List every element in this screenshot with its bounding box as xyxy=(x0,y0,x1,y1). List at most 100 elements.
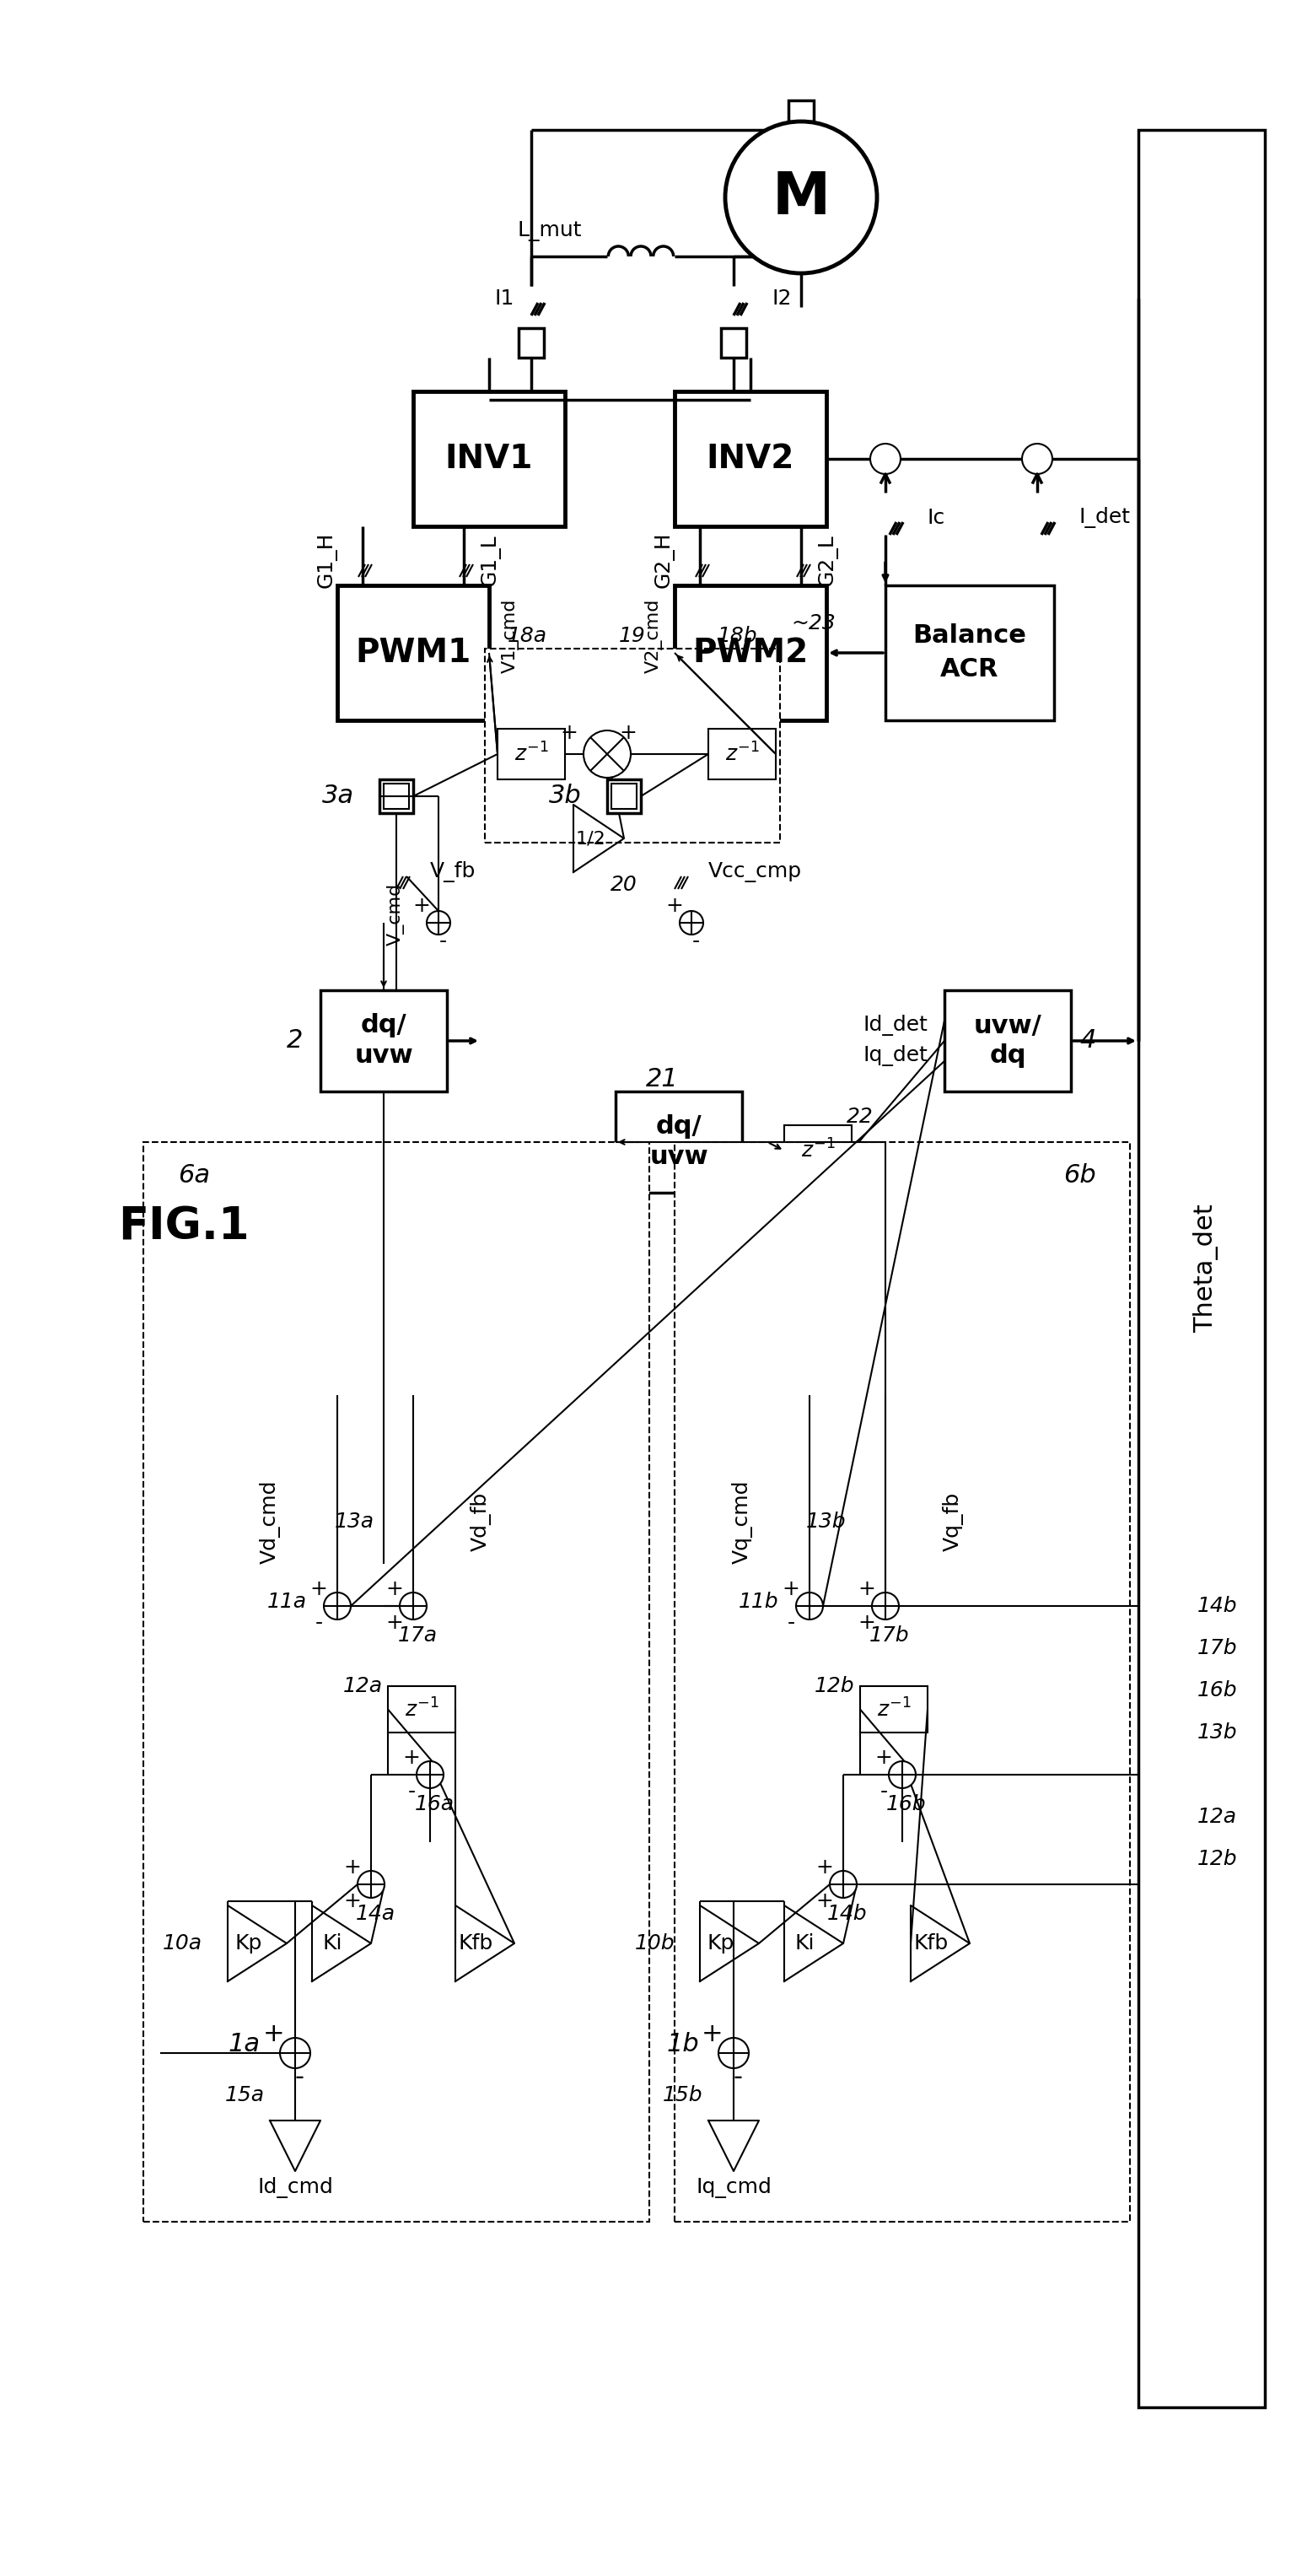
Text: Id_det: Id_det xyxy=(862,1015,927,1036)
Text: dq: dq xyxy=(989,1043,1026,1069)
Text: 1/2: 1/2 xyxy=(576,829,605,848)
Bar xyxy=(720,327,746,358)
Text: $z^{-1}$: $z^{-1}$ xyxy=(514,742,549,765)
Text: 1b: 1b xyxy=(666,2032,700,2056)
Text: Kp: Kp xyxy=(707,1932,735,1953)
Text: Balance: Balance xyxy=(913,623,1026,649)
Text: -: - xyxy=(408,1783,416,1801)
Text: +: + xyxy=(666,896,683,917)
Text: +: + xyxy=(782,1579,799,1600)
Text: 12b: 12b xyxy=(1197,1850,1238,1870)
Circle shape xyxy=(718,2038,749,2069)
Text: Vq_fb: Vq_fb xyxy=(942,1492,963,1551)
Bar xyxy=(709,729,776,781)
Text: V_cmd: V_cmd xyxy=(387,884,405,945)
Text: Vd_fb: Vd_fb xyxy=(470,1492,491,1551)
Text: +: + xyxy=(816,1857,834,1878)
Circle shape xyxy=(400,1592,427,1620)
Bar xyxy=(1139,129,1265,2409)
Bar xyxy=(485,649,780,842)
Circle shape xyxy=(679,912,704,935)
Bar xyxy=(337,585,489,721)
Text: 2: 2 xyxy=(287,1028,303,1054)
Text: +: + xyxy=(343,1891,361,1911)
Bar xyxy=(784,1126,852,1175)
Bar xyxy=(945,989,1072,1092)
Bar xyxy=(413,392,565,526)
Text: Iq_cmd: Iq_cmd xyxy=(696,2177,772,2197)
Text: 18b: 18b xyxy=(718,626,758,647)
Circle shape xyxy=(830,1870,857,1899)
Bar xyxy=(886,585,1053,721)
Text: Iq_det: Iq_det xyxy=(862,1046,927,1066)
Text: 20: 20 xyxy=(611,876,638,894)
Text: +: + xyxy=(413,896,430,917)
Bar xyxy=(789,100,813,121)
Text: ACR: ACR xyxy=(940,657,999,683)
Text: FIG.1: FIG.1 xyxy=(117,1206,249,1249)
Circle shape xyxy=(797,1592,822,1620)
Text: 10b: 10b xyxy=(634,1932,675,1953)
Text: 12a: 12a xyxy=(342,1677,382,1695)
Text: 19: 19 xyxy=(620,626,646,647)
Text: dq/: dq/ xyxy=(360,1012,407,1038)
Circle shape xyxy=(280,2038,310,2069)
Text: uvw/: uvw/ xyxy=(973,1012,1042,1038)
Text: PWM1: PWM1 xyxy=(355,636,471,670)
Text: Kp: Kp xyxy=(235,1932,262,1953)
Text: G1_L: G1_L xyxy=(480,533,501,587)
Text: 12b: 12b xyxy=(815,1677,855,1695)
Text: 16b: 16b xyxy=(887,1793,927,1814)
Text: 15a: 15a xyxy=(225,2084,265,2105)
Bar xyxy=(860,1687,927,1734)
Circle shape xyxy=(358,1870,385,1899)
Circle shape xyxy=(417,1762,444,1788)
Text: ~23: ~23 xyxy=(791,613,837,634)
Text: INV1: INV1 xyxy=(445,443,533,474)
Text: Vq_cmd: Vq_cmd xyxy=(732,1479,753,1564)
Bar xyxy=(612,783,636,809)
Text: 11b: 11b xyxy=(738,1592,778,1613)
Bar xyxy=(387,1687,456,1734)
Text: G2_L: G2_L xyxy=(818,533,838,587)
Text: 21: 21 xyxy=(646,1066,678,1092)
Text: uvw: uvw xyxy=(354,1043,413,1069)
Text: 12a: 12a xyxy=(1197,1806,1237,1826)
Text: -: - xyxy=(692,930,700,951)
Bar xyxy=(383,783,409,809)
Bar xyxy=(675,1141,1130,2221)
Text: +: + xyxy=(702,2022,723,2048)
Text: 16a: 16a xyxy=(414,1793,454,1814)
Circle shape xyxy=(427,912,451,935)
Text: 10a: 10a xyxy=(163,1932,203,1953)
Text: -: - xyxy=(294,2063,303,2089)
Text: +: + xyxy=(620,724,636,742)
Text: +: + xyxy=(875,1747,892,1767)
Text: M: M xyxy=(772,170,830,227)
Text: V_fb: V_fb xyxy=(430,860,476,884)
Bar xyxy=(607,781,640,814)
Text: Kfb: Kfb xyxy=(914,1932,949,1953)
Text: 1a: 1a xyxy=(229,2032,261,2056)
Text: +: + xyxy=(386,1579,403,1600)
Bar xyxy=(675,392,826,526)
Text: G1_H: G1_H xyxy=(318,533,337,587)
Bar xyxy=(380,781,413,814)
Circle shape xyxy=(324,1592,351,1620)
Text: 17b: 17b xyxy=(1197,1638,1238,1659)
Text: Ic: Ic xyxy=(927,507,945,528)
Text: 13b: 13b xyxy=(807,1512,847,1533)
Text: Vcc_cmp: Vcc_cmp xyxy=(709,863,802,884)
Text: 14b: 14b xyxy=(1197,1597,1238,1615)
Text: 6b: 6b xyxy=(1062,1164,1096,1188)
Text: 4: 4 xyxy=(1079,1028,1096,1054)
Text: $z^{-1}$: $z^{-1}$ xyxy=(877,1698,911,1721)
Text: 16b: 16b xyxy=(1197,1680,1238,1700)
Text: -: - xyxy=(439,930,447,951)
Text: 14b: 14b xyxy=(828,1904,868,1924)
Bar xyxy=(320,989,447,1092)
Text: 17b: 17b xyxy=(870,1625,910,1646)
Circle shape xyxy=(1022,443,1052,474)
Text: V2_cmd: V2_cmd xyxy=(644,598,662,672)
Text: -: - xyxy=(880,1783,888,1801)
